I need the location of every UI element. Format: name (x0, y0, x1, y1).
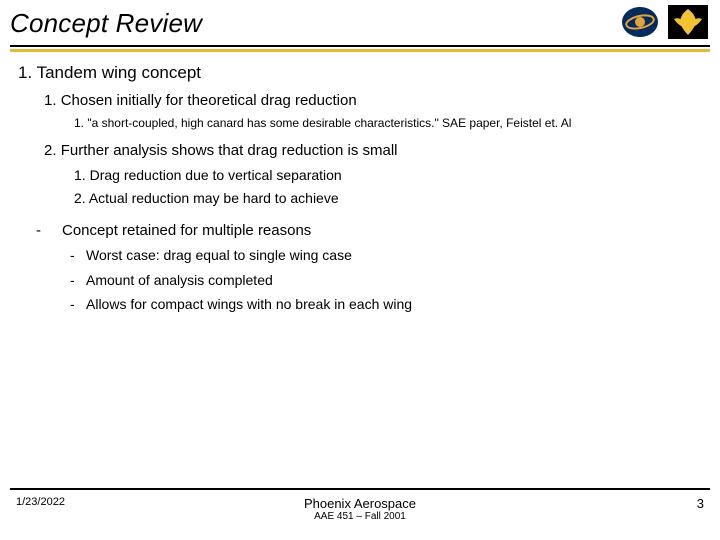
text: Further analysis shows that drag reducti… (61, 142, 398, 159)
slide-header: Concept Review (0, 0, 720, 39)
num: 2. (44, 142, 57, 159)
footer-center: Phoenix Aerospace AAE 451 – Fall 2001 (245, 496, 474, 522)
phoenix-logo (666, 4, 710, 40)
footer-sub: AAE 451 – Fall 2001 (245, 511, 474, 522)
header-rule-dark (10, 45, 710, 47)
logo-group (618, 4, 710, 40)
text: Allows for compact wings with no break i… (86, 295, 412, 314)
footer-org: Phoenix Aerospace (245, 496, 474, 511)
text: Concept retained for multiple reasons (62, 221, 311, 241)
text: Drag reduction due to vertical separatio… (90, 167, 342, 183)
text: Amount of analysis completed (86, 271, 273, 290)
outline-item-c-sub3: - Allows for compact wings with no break… (70, 295, 702, 314)
num: 1. (44, 92, 57, 109)
outline-item-a-sub: 1. "a short-coupled, high canard has som… (74, 115, 702, 131)
slide-title: Concept Review (10, 8, 710, 39)
text: Worst case: drag equal to single wing ca… (86, 246, 352, 265)
outline-h1: 1. Tandem wing concept (18, 62, 702, 85)
footer-page: 3 (475, 496, 704, 511)
dash: - (70, 295, 86, 314)
outline-item-c: - Concept retained for multiple reasons (36, 221, 702, 241)
text: Actual reduction may be hard to achieve (89, 190, 339, 206)
outline-item-b-sub1: 1. Drag reduction due to vertical separa… (74, 166, 702, 185)
num: 2. (74, 190, 86, 206)
slide-footer: 1/23/2022 Phoenix Aerospace AAE 451 – Fa… (0, 488, 720, 522)
dash: - (36, 221, 62, 241)
text: "a short-coupled, high canard has some d… (87, 116, 571, 130)
outline-item-a: 1. Chosen initially for theoretical drag… (44, 91, 702, 111)
slide-body: 1. Tandem wing concept 1. Chosen initial… (0, 52, 720, 314)
num: 1. (74, 116, 84, 130)
num: 1. (74, 167, 86, 183)
text: Chosen initially for theoretical drag re… (61, 92, 357, 109)
outline-item-b-sub2: 2. Actual reduction may be hard to achie… (74, 189, 702, 208)
footer-rule (10, 488, 710, 490)
footer-date: 1/23/2022 (16, 496, 245, 508)
outline-item-b: 2. Further analysis shows that drag redu… (44, 141, 702, 161)
outline-item-c-sub2: - Amount of analysis completed (70, 271, 702, 290)
dash: - (70, 271, 86, 290)
dash: - (70, 246, 86, 265)
seal-logo (618, 4, 662, 40)
outline-item-c-sub1: - Worst case: drag equal to single wing … (70, 246, 702, 265)
